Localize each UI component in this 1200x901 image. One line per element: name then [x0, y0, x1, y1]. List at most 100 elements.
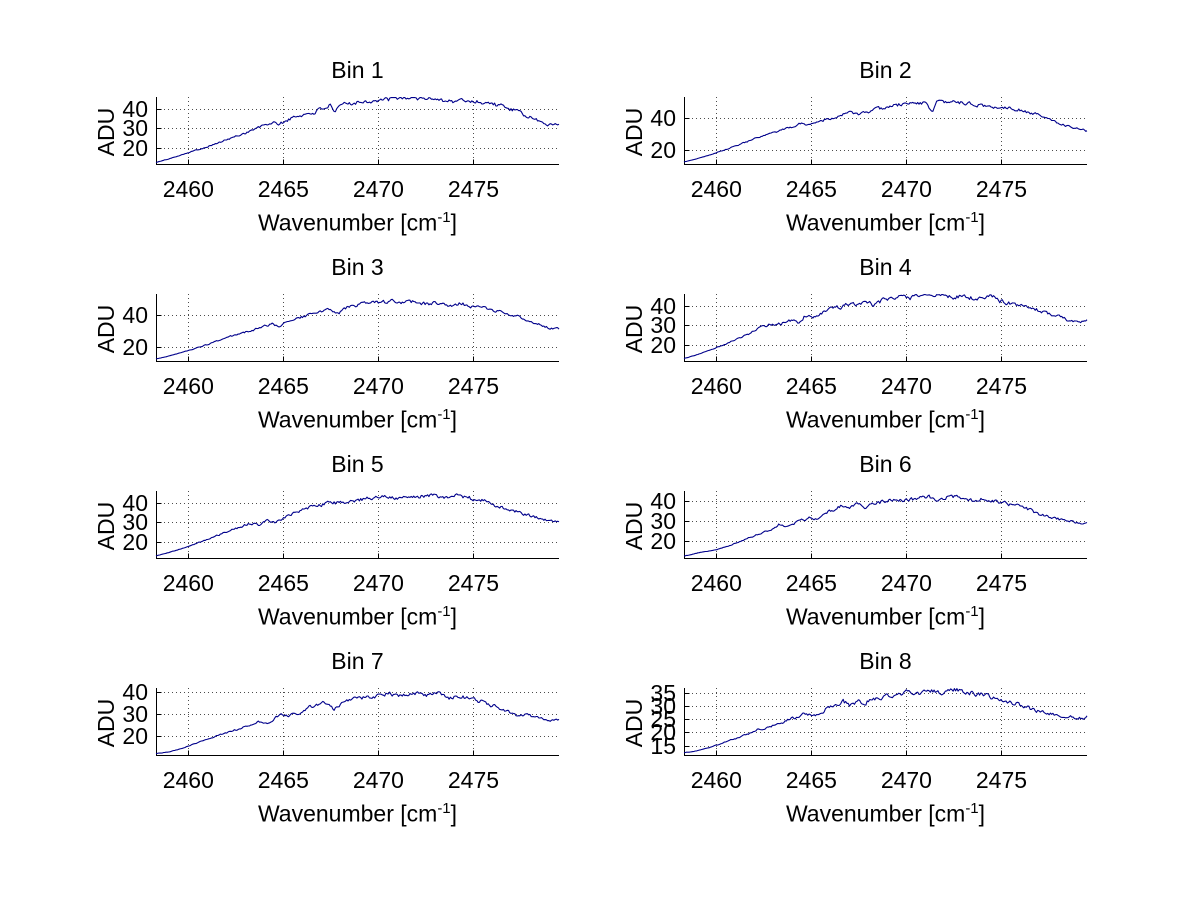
x-axis-label-text: Wavenumber [cm: [785, 603, 966, 630]
x-axis-label-close: ]: [450, 800, 458, 827]
x-tick-label: 2470: [352, 570, 404, 596]
x-axis-label-superscript: -1: [965, 406, 979, 423]
y-tick-label: 40: [650, 104, 676, 131]
x-tick-labels: 2460 2465 2470 2475: [684, 767, 1087, 795]
y-tick-labels: 20 30 40: [94, 681, 148, 756]
x-tick-label: 2470: [880, 176, 932, 202]
subplot-title: Bin 7: [331, 648, 384, 674]
x-axis-label: Wavenumber [cm-1]: [684, 603, 1087, 635]
y-tick-label: 30: [650, 312, 676, 339]
x-axis-label-superscript: -1: [965, 603, 979, 620]
x-axis-label-superscript: -1: [965, 800, 979, 817]
x-axis-label: Wavenumber [cm-1]: [156, 209, 559, 241]
x-tick-label: 2465: [785, 373, 837, 399]
x-tick-label: 2470: [880, 570, 932, 596]
y-tick-label: 35: [650, 680, 676, 707]
y-tick-labels: 15 20 25 30 35: [622, 682, 676, 757]
subplot-title: Bin 4: [859, 254, 912, 280]
plot-area: [155, 97, 560, 165]
y-tick-label: 20: [122, 134, 148, 161]
x-tick-label: 2475: [975, 570, 1028, 596]
y-tick-labels: 20 30 40: [622, 294, 676, 362]
x-tick-labels: 2460 2465 2470 2475: [156, 570, 559, 598]
plot-area: [155, 491, 560, 559]
y-tick-label: 25: [650, 706, 676, 733]
y-tick-label: 30: [122, 701, 148, 728]
plot-area: [683, 491, 1088, 559]
subplot-bin-4: Bin 4 ADU 20 30 40 2460 2465 2470 2475 Wavenu…: [621, 254, 1088, 433]
x-axis-label: Wavenumber [cm-1]: [156, 603, 559, 635]
y-tick-label: 40: [650, 292, 676, 319]
plot-area: [155, 688, 560, 756]
x-axis-label-text: Wavenumber [cm: [785, 209, 966, 236]
y-tick-label: 40: [122, 302, 148, 329]
x-tick-label: 2460: [162, 176, 214, 202]
spectrum-curve-bin-3: [155, 298, 560, 360]
x-tick-label: 2460: [162, 767, 214, 793]
x-axis-label-text: Wavenumber [cm: [257, 209, 438, 236]
x-tick-label: 2475: [447, 767, 500, 793]
y-tick-labels: 20 30 40: [94, 97, 148, 165]
subplot-bin-1: Bin 1 ADU 20 30 40 2460 2465 2470 2475 Wavenu…: [93, 57, 560, 236]
x-tick-labels: 2460 2465 2470 2475: [156, 176, 559, 204]
y-tick-label: 40: [122, 95, 148, 122]
x-tick-labels: 2460 2465 2470 2475: [684, 176, 1087, 204]
x-tick-labels: 2460 2465 2470 2475: [684, 570, 1087, 598]
y-tick-labels: 20 30 40: [94, 491, 148, 559]
x-tick-label: 2460: [162, 570, 214, 596]
plot-area: [683, 97, 1088, 165]
x-axis-label-close: ]: [978, 603, 986, 630]
subplot-title: Bin 6: [859, 451, 912, 477]
x-axis-label-close: ]: [978, 800, 986, 827]
spectrum-curve-bin-1: [155, 97, 560, 164]
y-tick-label: 20: [122, 722, 148, 749]
x-tick-label: 2470: [352, 767, 404, 793]
x-axis-label-text: Wavenumber [cm: [257, 603, 438, 630]
x-tick-label: 2470: [352, 176, 404, 202]
y-tick-label: 20: [650, 719, 676, 746]
x-tick-label: 2475: [975, 373, 1028, 399]
spectrum-curve-bin-7: [155, 691, 560, 755]
x-axis-label-close: ]: [450, 209, 458, 236]
x-axis-label-superscript: -1: [437, 406, 451, 423]
x-axis-label-close: ]: [978, 209, 986, 236]
y-tick-label: 30: [650, 508, 676, 534]
subplot-title: Bin 8: [859, 648, 912, 674]
plot-area: [683, 688, 1088, 756]
subplot-bin-6: Bin 6 ADU 20 30 40 2460 2465 2470 2475 Wavenu…: [621, 451, 1088, 630]
x-tick-label: 2460: [690, 767, 742, 793]
x-tick-labels: 2460 2465 2470 2475: [156, 767, 559, 795]
x-tick-label: 2475: [975, 767, 1028, 793]
subplot-bin-3: Bin 3 ADU 20 40 2460 2465 2470 2475 Wavenumb…: [93, 254, 560, 433]
x-tick-label: 2465: [257, 767, 309, 793]
x-axis-label-close: ]: [978, 406, 986, 433]
x-tick-label: 2460: [690, 373, 742, 399]
spectrum-curve-bin-4: [683, 294, 1088, 360]
y-tick-label: 20: [650, 528, 676, 554]
x-tick-label: 2460: [162, 373, 214, 399]
x-axis-label-text: Wavenumber [cm: [257, 800, 438, 827]
spectrum-curve-bin-5: [155, 493, 560, 557]
subplot-bin-2: Bin 2 ADU 20 40 2460 2465 2470 2475 Wavenumb…: [621, 57, 1088, 236]
subplot-title: Bin 2: [859, 57, 912, 83]
x-tick-label: 2465: [257, 176, 309, 202]
y-tick-label: 20: [650, 331, 676, 358]
x-tick-label: 2470: [880, 373, 932, 399]
subplot-title: Bin 3: [331, 254, 384, 280]
y-tick-label: 20: [650, 136, 676, 163]
x-axis-label-superscript: -1: [437, 209, 451, 226]
x-tick-label: 2465: [257, 373, 309, 399]
y-tick-label: 20: [122, 334, 148, 361]
spectrum-curve-bin-8: [683, 688, 1088, 754]
y-tick-labels: 20 30 40: [622, 490, 676, 559]
x-axis-label-text: Wavenumber [cm: [785, 406, 966, 433]
x-tick-label: 2465: [257, 570, 309, 596]
x-axis-label: Wavenumber [cm-1]: [684, 406, 1087, 438]
x-tick-label: 2460: [690, 570, 742, 596]
x-axis-label-close: ]: [450, 603, 458, 630]
y-tick-label: 40: [122, 679, 148, 706]
y-tick-label: 20: [122, 528, 148, 555]
subplot-bin-7: Bin 7 ADU 20 30 40 2460 2465 2470 2475 Wavenu…: [93, 648, 560, 827]
x-axis-label-text: Wavenumber [cm: [257, 406, 438, 433]
